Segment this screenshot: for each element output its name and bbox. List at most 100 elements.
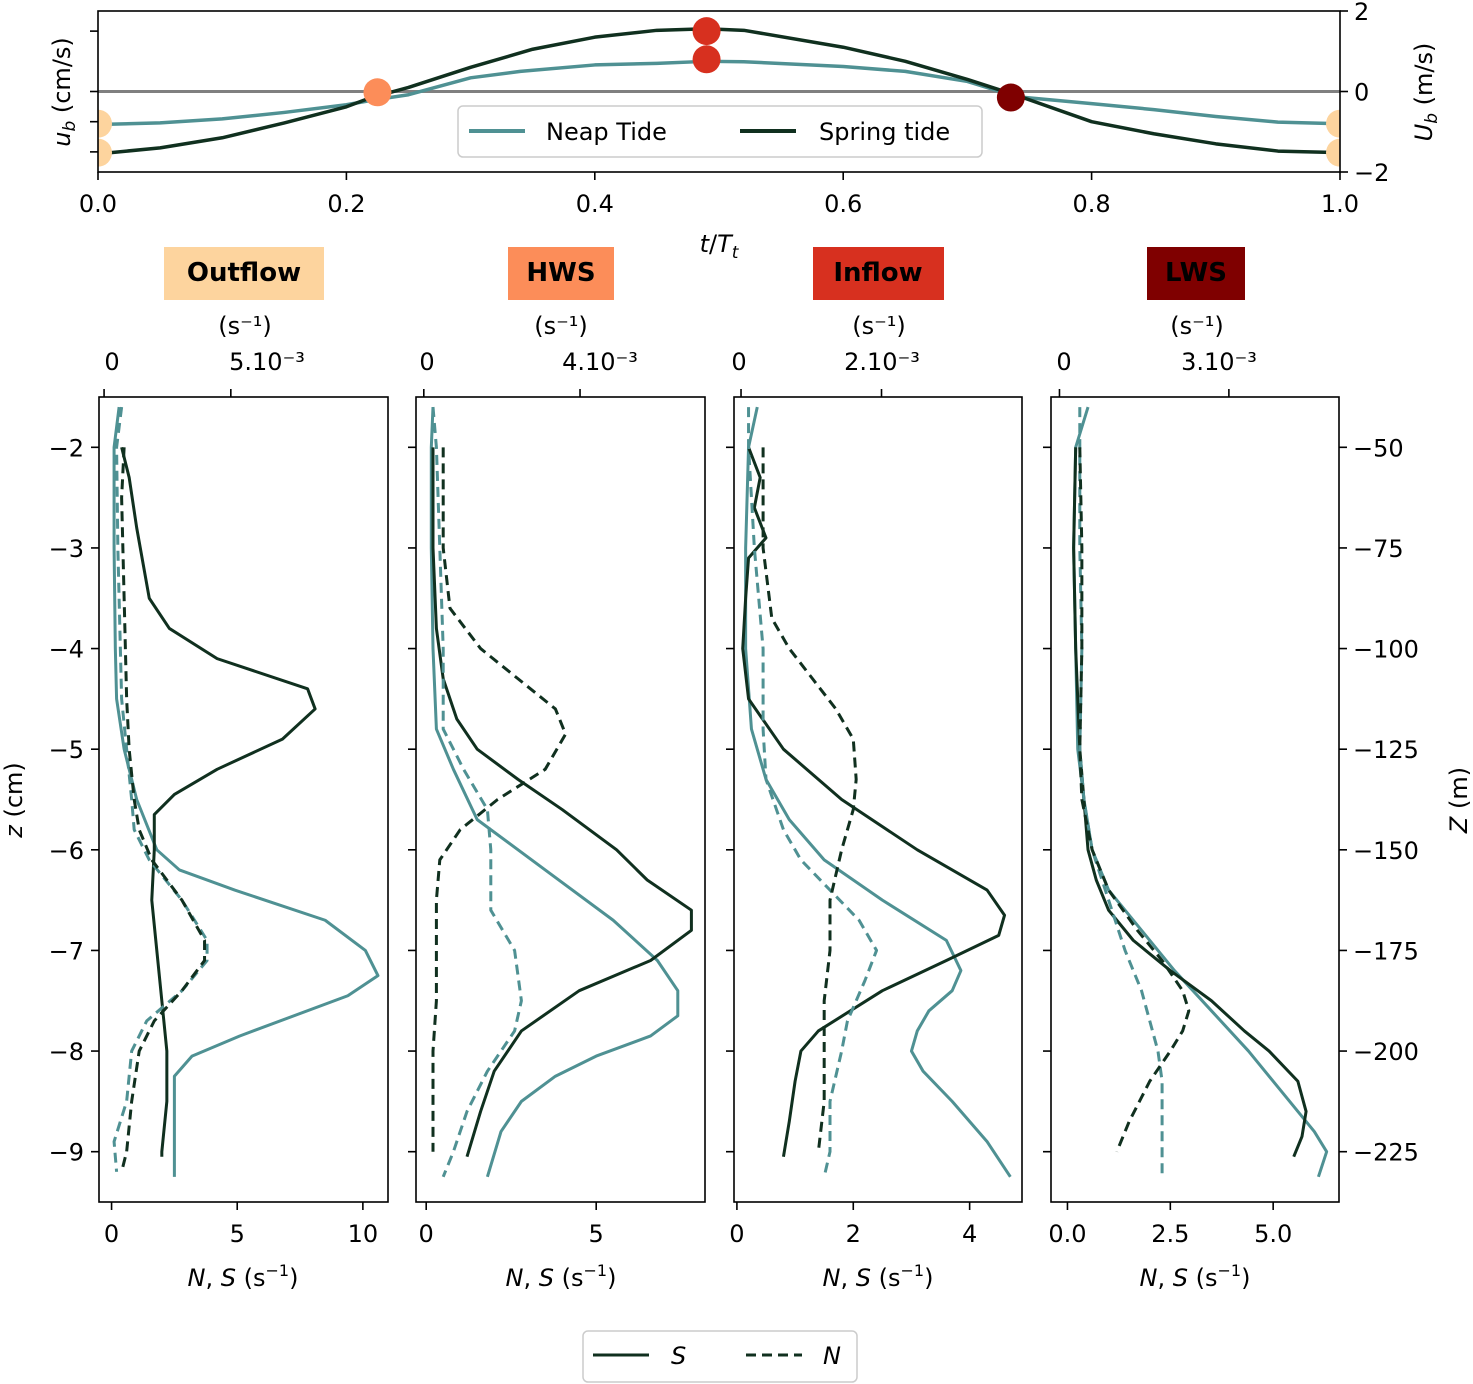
panel-inflow-spring-n-line: [761, 447, 858, 1152]
profile-right-y-tick-label: −200: [1353, 1038, 1419, 1066]
panel-inflow-x-tick-label: 0: [729, 1220, 744, 1248]
phase-title-outflow-text: Outflow: [187, 258, 301, 288]
profile-ylabel-left: z (cm): [0, 762, 28, 839]
panel-outflow-spring-s-line: [120, 446, 317, 1157]
panel-lws-x-tick-label: 2.5: [1151, 1220, 1189, 1248]
panel-inflow-top-tick-0: 0: [731, 348, 746, 376]
panel-outflow-frame: [98, 396, 389, 1203]
panel-lws-top-tick-0: 0: [1056, 348, 1071, 376]
panel-lws-spring-s-line: [1072, 447, 1308, 1158]
panel-lws-frame: [1050, 396, 1340, 1203]
panel-hws-x-tick-label: 5: [589, 1220, 604, 1248]
legend-n-label: N: [823, 1342, 841, 1370]
profile-right-y-tick-label: −175: [1353, 937, 1419, 965]
phase-marker-outflow: [98, 109, 112, 138]
profile-y-tick-label: −6: [49, 837, 84, 865]
phase-markers: [98, 17, 1340, 167]
panel-outflow-xlabel: N, S (s−1): [188, 1261, 299, 1292]
panel-lws-spring-n-line: [1078, 447, 1191, 1153]
panel-lws-x-tick-label: 0.0: [1048, 1220, 1086, 1248]
panel-inflow: 0 2 4: [726, 389, 1023, 1248]
top-x-tick-label: 1.0: [1321, 190, 1359, 218]
phase-title-outflow: Outflow: [164, 247, 324, 300]
panel-hws-top-tick-1: 4.10⁻³: [562, 348, 638, 376]
neap-tide-line: [97, 59, 1341, 127]
profile-y-tick-label: −8: [49, 1038, 84, 1066]
panel-lws-x-tick-label: 5.0: [1254, 1220, 1292, 1248]
legend-neap-label: Neap Tide: [546, 118, 667, 146]
profile-right-y-tick-label: −225: [1353, 1139, 1419, 1167]
phase-title-lws: LWS: [1147, 247, 1245, 300]
profile-y-tick-label: −7: [49, 937, 84, 965]
panel-inflow-top-tick-1: 2.10⁻³: [844, 348, 920, 376]
panel-inflow-frame: [733, 396, 1023, 1203]
panel-lws: 0.0 2.5 5.0: [1043, 389, 1340, 1248]
panel-inflow-xlabel: N, S (s−1): [823, 1261, 934, 1292]
panel-inflow-top-unit: (s⁻¹): [852, 312, 906, 340]
panel-inflow-x-tick-label: 2: [846, 1220, 861, 1248]
phase-marker-lws: [996, 83, 1025, 112]
legend-s-label: S: [671, 1342, 686, 1370]
panel-inflow-spring-s-line: [741, 446, 1007, 1157]
panel-outflow-neap-s-line: [112, 406, 380, 1177]
spring-tide-line: [97, 26, 1341, 156]
profile-ylabel-right: Z (m): [1445, 767, 1473, 834]
phase-marker-inflow: [692, 17, 721, 46]
top-x-tick-label: 0.8: [1073, 190, 1111, 218]
phase-title-hws: HWS: [508, 247, 614, 300]
top-right-y-tick-label: −2: [1354, 159, 1389, 187]
profile-y-tick-label: −3: [49, 535, 84, 563]
profile-right-y-tick-label: −100: [1353, 636, 1419, 664]
profile-right-y-tick-label: −150: [1353, 837, 1419, 865]
panel-outflow-top-tick-1: 5.10⁻³: [229, 348, 305, 376]
top-right-y-tick-label: 2: [1354, 0, 1369, 26]
profile-right-y-tick-label: −75: [1353, 535, 1404, 563]
phase-title-inflow: Inflow: [813, 247, 944, 300]
panel-outflow-top-tick-0: 0: [104, 348, 119, 376]
top-xlabel: t/Tt: [700, 230, 740, 263]
tidal-velocity-ticks: 0.0 0.2 0.4 0.6 0.8 1.0 2 0 −2: [79, 0, 1389, 218]
panel-hws-neap-s-line: [429, 406, 680, 1178]
panel-outflow-spring-n-line: [120, 447, 207, 1173]
panel-lws-top-unit: (s⁻¹): [1170, 312, 1224, 340]
phase-title-hws-text: HWS: [526, 258, 595, 288]
panel-hws-spring-n-line: [431, 447, 568, 1152]
panel-hws-top-tick-0: 0: [419, 348, 434, 376]
panel-hws-neap-n-line: [431, 406, 523, 1178]
phase-marker-outflow: [98, 138, 112, 167]
top-ylabel-right: Ub (m/s): [1410, 43, 1442, 142]
profile-right-y-tick-label: −125: [1353, 736, 1419, 764]
panel-inflow-neap-s-line: [744, 406, 1012, 1178]
top-x-tick-label: 0.0: [79, 190, 117, 218]
phase-marker-inflow: [692, 45, 721, 74]
panel-outflow-x-tick-label: 10: [348, 1220, 379, 1248]
tidal-velocity-panel: 0.0 0.2 0.4 0.6 0.8 1.0 2 0 −2 ub (cm/s) Ub (m/s…: [48, 0, 1442, 263]
top-ylabel-left: ub (cm/s): [48, 37, 80, 147]
panel-outflow-top-unit: (s⁻¹): [218, 312, 272, 340]
profile-xlabels: N, S (s−1) N, S (s−1) N, S (s−1) N, S (s…: [188, 1261, 1251, 1292]
panel-inflow-neap-n-line: [747, 407, 879, 1178]
top-x-tick-label: 0.4: [576, 190, 614, 218]
phase-title-inflow-text: Inflow: [833, 258, 922, 288]
phase-marker-outflow: [1326, 109, 1340, 138]
panel-lws-neap-n-line: [1078, 407, 1164, 1177]
tidal-velocity-plot-area: [97, 17, 1341, 167]
panel-outflow-x-tick-label: 5: [230, 1220, 245, 1248]
panel-hws-frame: [415, 396, 706, 1203]
profile-legend: S N: [582, 1330, 858, 1383]
panel-hws-x-tick-label: 0: [419, 1220, 434, 1248]
panel-outflow-x-tick-label: 0: [104, 1220, 119, 1248]
top-right-y-tick-label: 0: [1354, 79, 1369, 107]
top-x-tick-label: 0.2: [327, 190, 365, 218]
top-x-tick-label: 0.6: [824, 190, 862, 218]
profile-y-tick-label: −5: [49, 736, 84, 764]
phase-marker-outflow: [1326, 138, 1340, 167]
legend-spring-label: Spring tide: [819, 118, 950, 146]
tidal-velocity-legend: Neap Tide Spring tide: [457, 105, 983, 158]
panel-hws-top-unit: (s⁻¹): [534, 312, 588, 340]
profile-right-y-tick-label: −50: [1353, 434, 1404, 462]
panel-hws-xlabel: N, S (s−1): [506, 1261, 617, 1292]
profile-y-tick-label: −4: [49, 636, 84, 664]
